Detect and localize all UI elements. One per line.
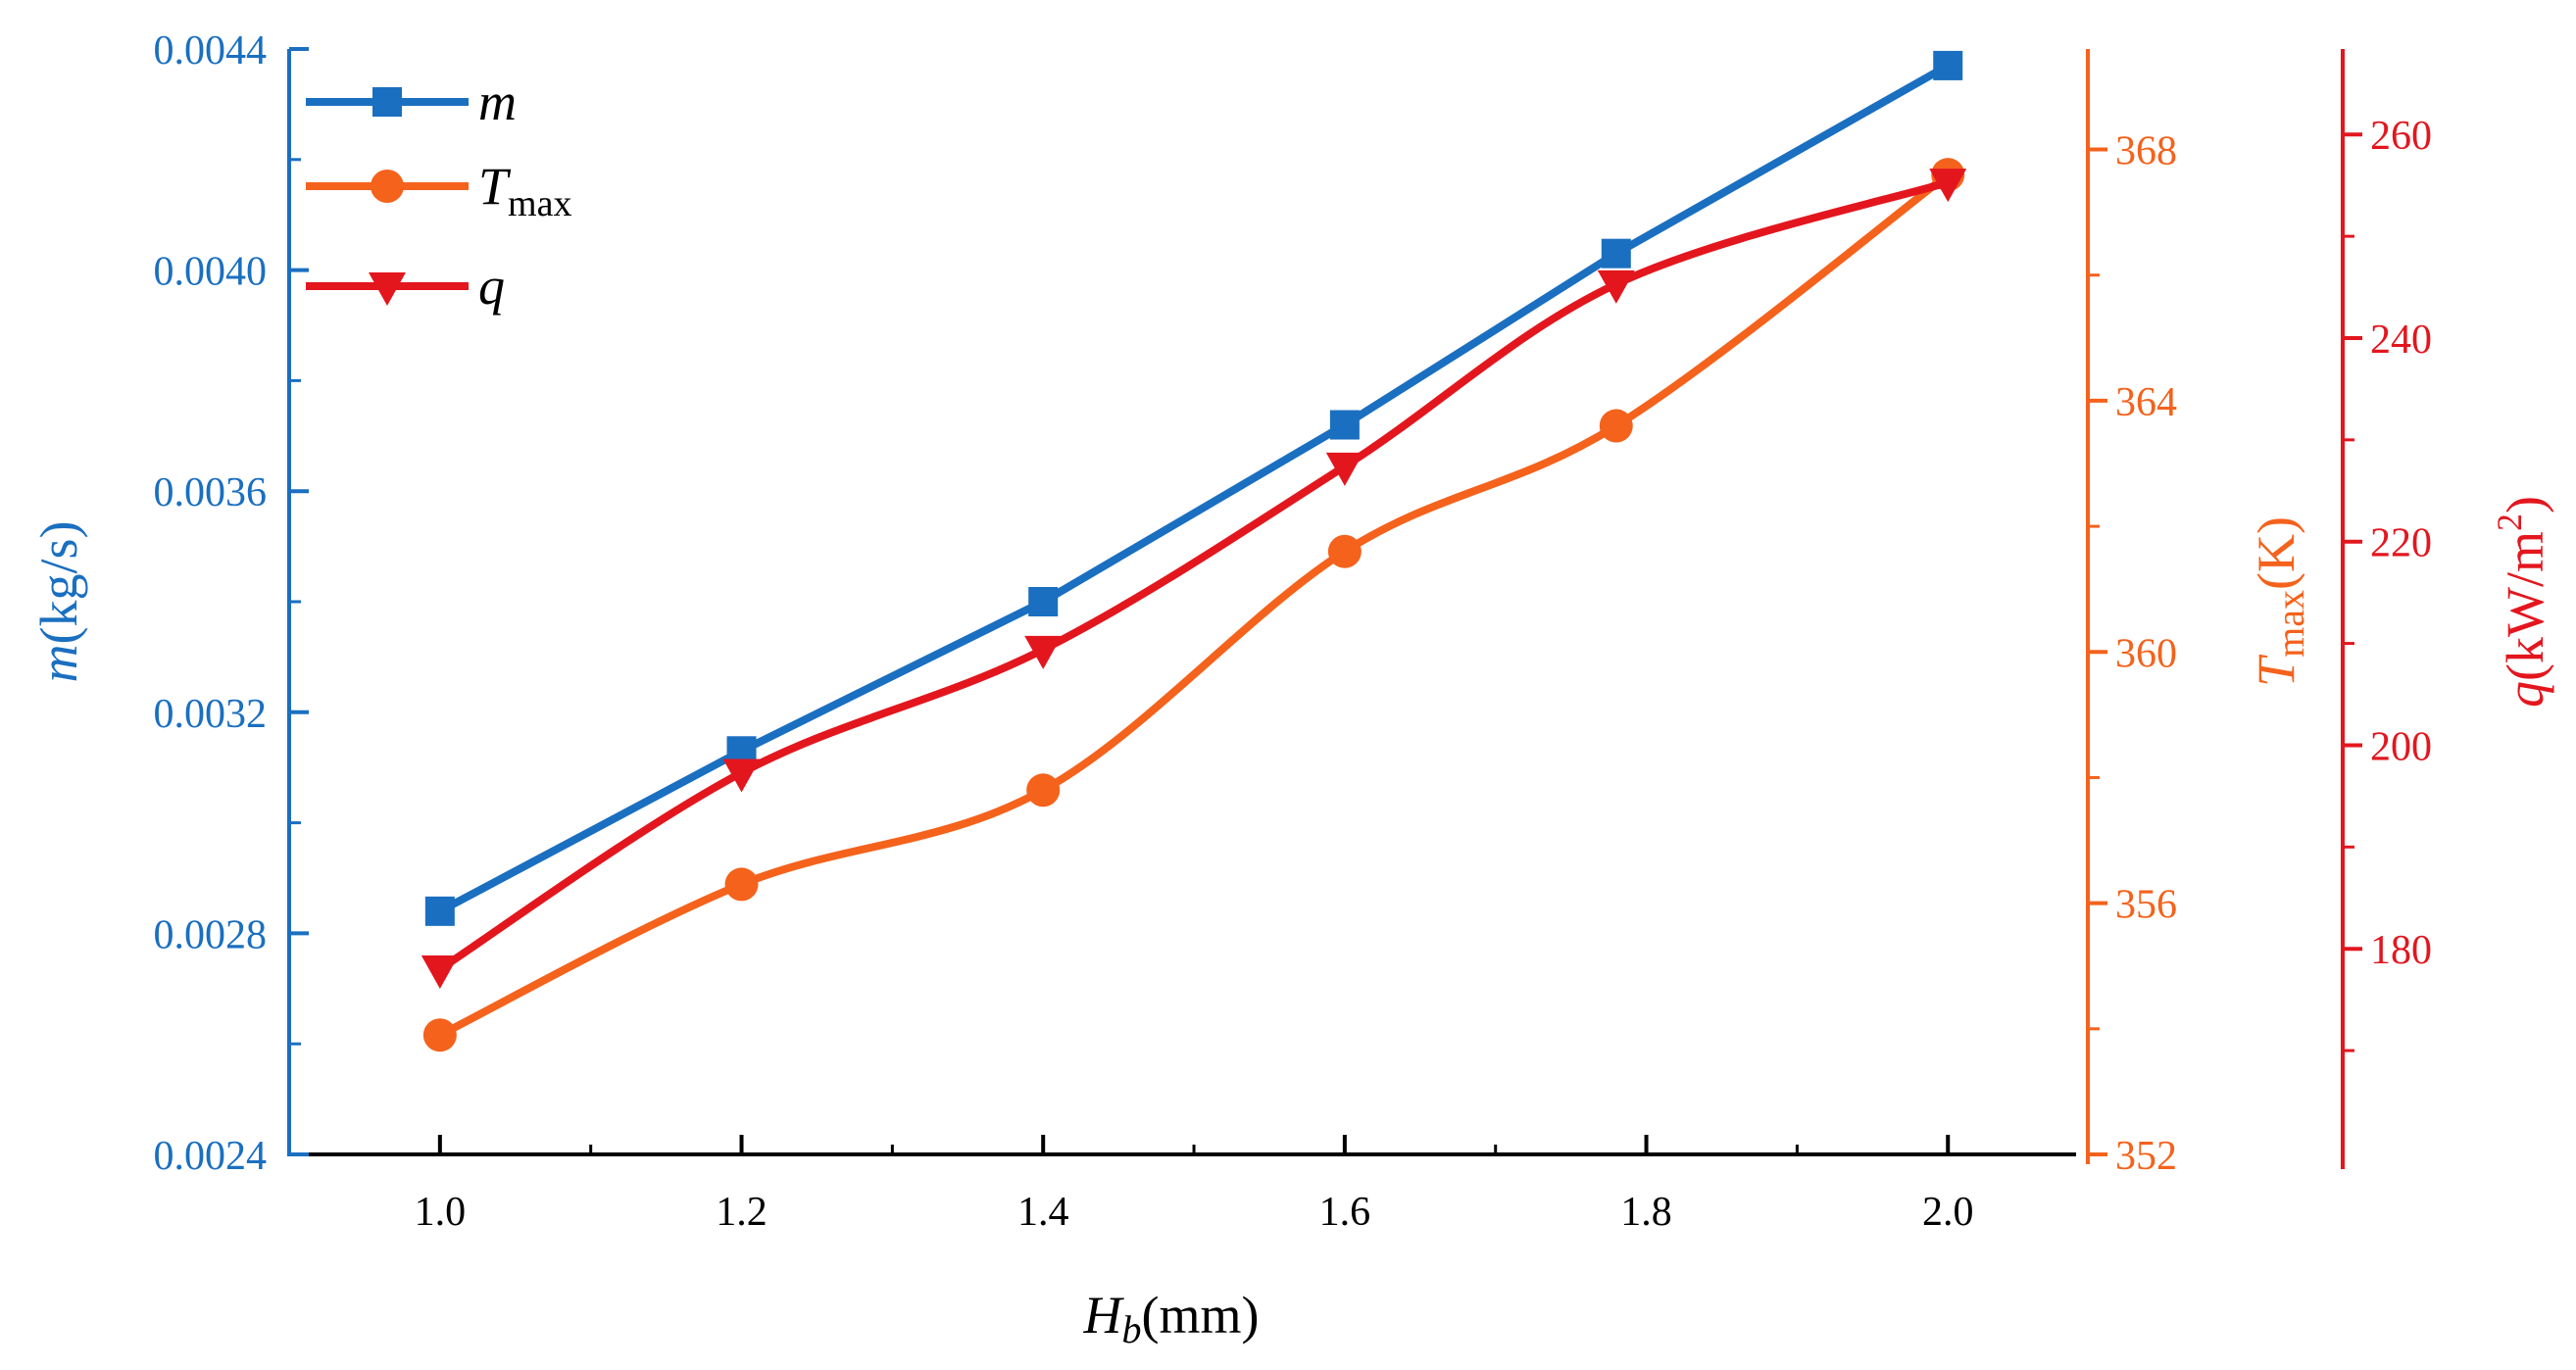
legend-marker-tmax (371, 170, 404, 203)
tmax-tick-label: 368 (2115, 129, 2177, 174)
legend-item-m: m (306, 73, 517, 131)
legend-label-m: m (478, 73, 517, 131)
x-tick-label: 1.0 (415, 1190, 467, 1235)
data-point-m (1028, 587, 1059, 616)
data-point-q (722, 758, 761, 793)
x-tick-label: 2.0 (1922, 1190, 1974, 1235)
m-tick-label: 0.0032 (154, 692, 268, 737)
data-point-q (421, 954, 459, 989)
tmax-tick-label: 356 (2115, 883, 2177, 928)
x-tick-label: 1.6 (1319, 1190, 1371, 1235)
data-point-q (1024, 635, 1063, 669)
legend-item-tmax: Tmax (306, 157, 571, 224)
data-point-m (1329, 410, 1360, 440)
legend-label-q: q (478, 257, 505, 316)
m-tick-label: 0.0028 (154, 912, 268, 957)
x-tick-label: 1.4 (1017, 1190, 1069, 1235)
q-axis-title: q(kW/m2) (2490, 496, 2554, 708)
m-tick-label: 0.0024 (154, 1134, 268, 1179)
data-point-tmax (724, 867, 759, 902)
legend-label-tmax: Tmax (478, 157, 571, 224)
m-tick-label: 0.0040 (154, 250, 268, 295)
data-point-q (1597, 269, 1635, 304)
data-point-m (1601, 238, 1631, 269)
tmax-tick-label: 360 (2115, 631, 2177, 676)
legend-marker-m (372, 87, 402, 117)
q-tick-label: 180 (2370, 928, 2432, 973)
data-point-m (1933, 50, 1963, 80)
series-line-m (435, 61, 1953, 915)
series-line-q (435, 178, 1953, 973)
data-point-tmax (1026, 773, 1061, 807)
series-line-tmax (435, 171, 1953, 1040)
tmax-tick-label: 352 (2115, 1134, 2177, 1179)
q-tick-label: 260 (2370, 114, 2432, 159)
x-tick-label: 1.8 (1620, 1190, 1672, 1235)
data-point-q (1325, 452, 1363, 486)
data-point-tmax (1599, 409, 1633, 443)
legend-item-q: q (306, 257, 505, 316)
data-point-m (424, 896, 455, 926)
x-axis-title: Hb(mm) (1083, 1286, 1260, 1351)
x-tick-label: 1.2 (716, 1190, 768, 1235)
q-tick-label: 220 (2370, 521, 2432, 566)
q-tick-label: 240 (2370, 318, 2432, 363)
tmax-tick-label: 364 (2115, 380, 2177, 425)
m-tick-label: 0.0036 (154, 470, 268, 515)
legend: m Tmax q (306, 73, 571, 316)
data-point-tmax (1327, 534, 1362, 568)
m-axis-title: m(kg/s) (29, 521, 88, 683)
data-point-q (1929, 169, 1967, 203)
data-point-tmax (422, 1018, 457, 1052)
m-tick-label: 0.0044 (154, 28, 268, 73)
q-tick-label: 200 (2370, 724, 2432, 769)
legend-marker-q (369, 272, 406, 306)
tmax-axis-title: Tmax(K) (2247, 516, 2312, 687)
